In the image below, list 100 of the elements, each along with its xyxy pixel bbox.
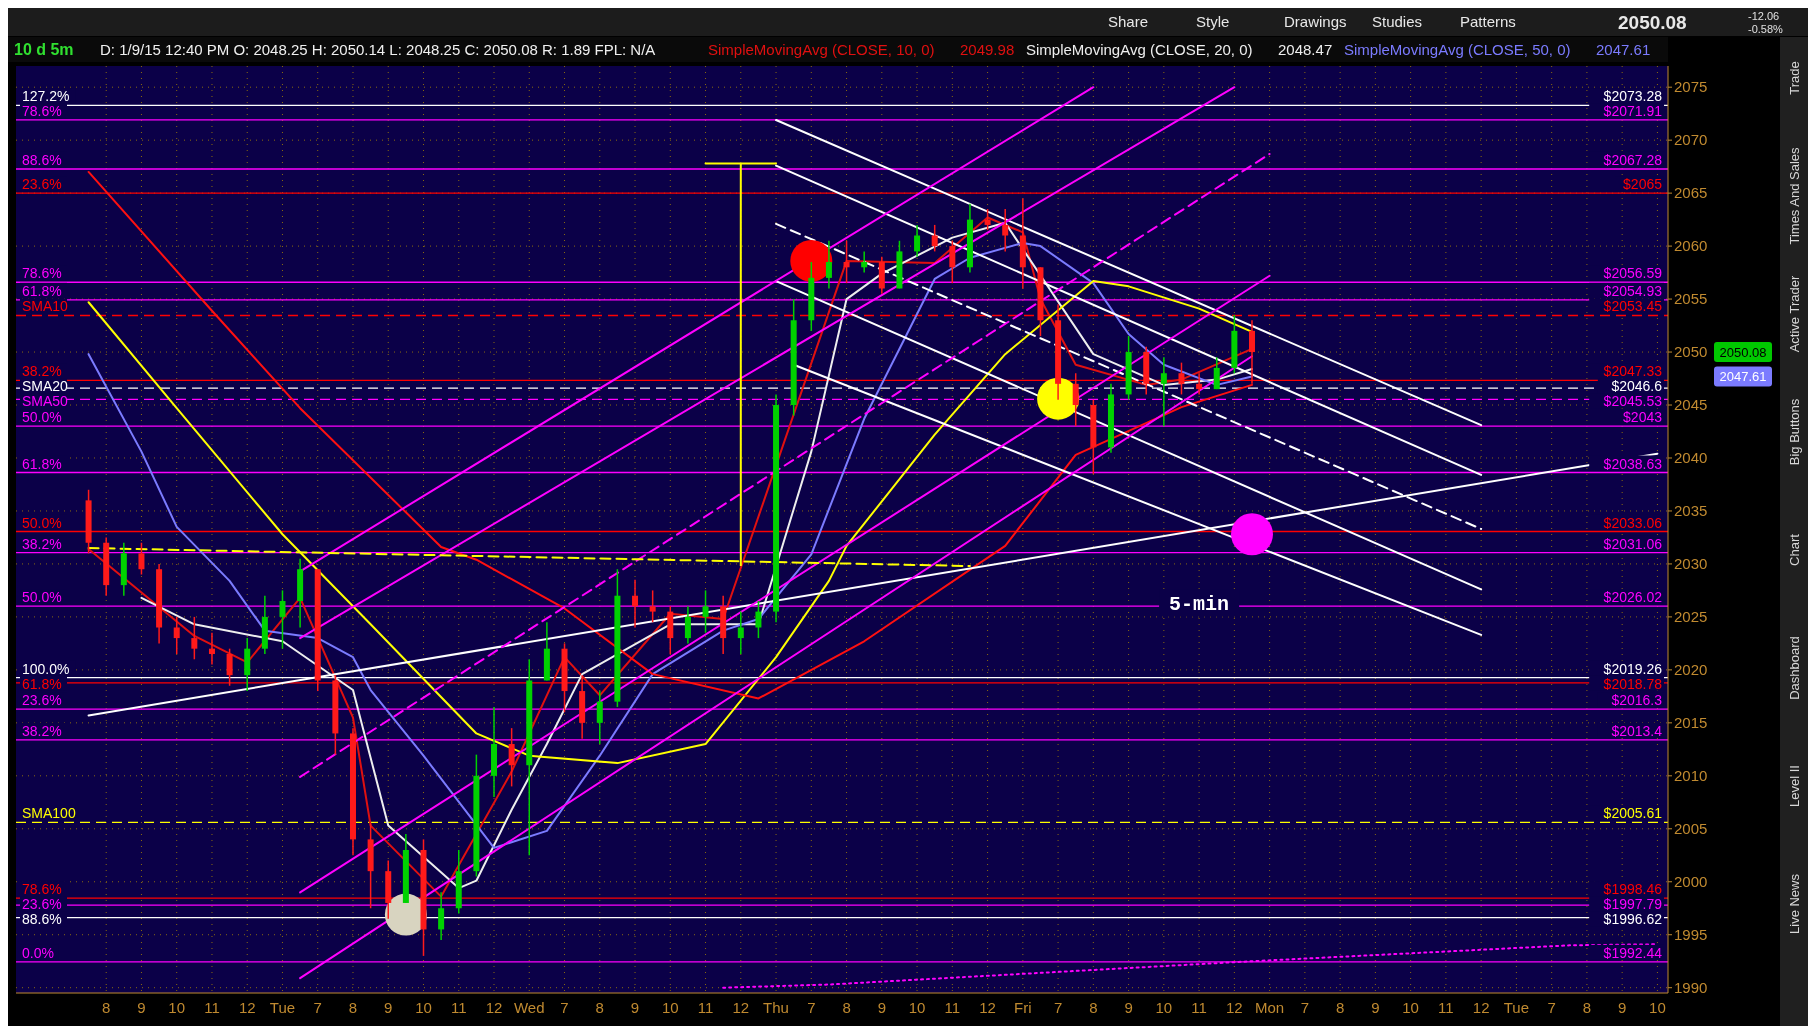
x-tick-label: 11: [450, 999, 467, 1016]
text: SimpleMovingAvg (CLOSE, 20, 0): [1026, 41, 1253, 58]
x-tick-label: 10: [1649, 999, 1666, 1016]
text: -0.58%: [1748, 23, 1784, 35]
text: Times And Sales: [1787, 146, 1802, 245]
x-tick-label: 9: [1124, 999, 1133, 1016]
x-tick-label: 10: [1402, 999, 1419, 1016]
candlestick: [755, 600, 762, 639]
x-tick-label: 11: [697, 999, 714, 1016]
annotation: 23.6%: [22, 176, 62, 193]
candlestick: [1002, 208, 1009, 253]
candlestick: [984, 208, 991, 231]
ref-line-label: $1998.46: [1603, 881, 1663, 898]
annotation: SMA20: [22, 378, 69, 395]
y-tick-label: 2055: [1674, 290, 1708, 308]
ref-line-label: $2033.06: [1603, 514, 1663, 531]
x-tick-label: 9: [1371, 999, 1380, 1016]
x-tick-label: 11: [204, 999, 220, 1016]
candlestick: [949, 240, 956, 284]
candlestick: [1072, 372, 1079, 427]
annotation: SMA100: [22, 805, 76, 822]
ref-line-label: $1992.44: [1603, 944, 1663, 961]
chart-subtitle: D: 1/9/15 12:40 PM O: 2048.25 H: 2050.14 L: 2048.25 C: 2050.08 R: 1.89 FPL: N/A: [100, 41, 656, 58]
annotation: 78.6%: [22, 103, 62, 120]
x-tick-label: 7: [1300, 999, 1310, 1016]
candlestick: [208, 632, 215, 666]
annotation: 50.0%: [22, 514, 62, 531]
annotation: 100.0%: [22, 660, 70, 677]
x-tick-label: 10: [661, 999, 679, 1016]
ref-line-label: $2019.26: [1603, 660, 1663, 677]
annotation: 50.0%: [22, 409, 62, 426]
candlestick: [931, 224, 938, 253]
y-tick-label: 2000: [1674, 872, 1708, 890]
x-tick-label: 11: [1191, 999, 1207, 1016]
x-tick-label: 12: [238, 999, 256, 1016]
x-tick-label: 11: [1438, 999, 1454, 1016]
ref-line-label: $2005.61: [1603, 805, 1663, 822]
annotation: 23.6%: [22, 896, 62, 913]
text: Level II: [1787, 765, 1802, 807]
annotation: 61.8%: [22, 675, 62, 692]
candlestick: [843, 240, 850, 284]
x-tick-label: 11: [944, 999, 961, 1016]
text: Trade: [1787, 61, 1802, 95]
y-tick-label: 2025: [1674, 607, 1708, 625]
y-tick-label: 2020: [1674, 660, 1708, 678]
line-series: [87, 280, 1253, 765]
x-tick-label: 10: [908, 999, 926, 1016]
y-tick-label: 2035: [1674, 501, 1708, 519]
annotation: SMA50: [22, 393, 69, 410]
annotation: 50.0%: [22, 589, 62, 606]
ref-line-label: $2065: [1623, 176, 1663, 193]
x-tick-label: 9: [384, 999, 393, 1016]
ref-line-label: $2046.6: [1611, 378, 1663, 395]
candlestick: [279, 589, 286, 650]
ref-line-label: $2067.28: [1603, 151, 1663, 168]
x-tick-label: 8: [102, 999, 111, 1016]
text: Big Buttons: [1787, 398, 1802, 466]
candlestick: [1196, 372, 1203, 396]
candlestick: [508, 727, 515, 788]
text: Patterns: [1460, 13, 1516, 30]
y-tick-label: 2030: [1674, 554, 1708, 572]
text: 2049.98: [960, 41, 1015, 58]
x-tick-label: 9: [630, 999, 640, 1016]
annotation: 61.8%: [22, 282, 62, 299]
ref-line-label: $1996.62: [1603, 911, 1663, 928]
line-series: [87, 170, 1253, 700]
candlestick: [684, 605, 691, 645]
point: [1230, 513, 1273, 556]
candlestick: [914, 224, 921, 258]
ref-line-label: $2018.78: [1603, 675, 1663, 692]
text: Dashboard: [1787, 636, 1802, 700]
text: Active Trader: [1787, 275, 1802, 353]
candlestick: [825, 240, 832, 290]
ref-line-label: $2016.3: [1611, 692, 1663, 709]
text: 2047.61: [1596, 41, 1651, 58]
ref-line-label: $2053.45: [1603, 298, 1663, 315]
ref-line-label: $2026.02: [1603, 589, 1663, 606]
annotation: 0.0%: [22, 944, 54, 961]
x-tick-label: 10: [1155, 999, 1173, 1016]
x-tick-label: 7: [1547, 999, 1556, 1016]
x-tick-label: 10: [168, 999, 186, 1016]
ref-line-label: $2045.53: [1603, 393, 1663, 410]
text: 2050.08: [1719, 345, 1767, 361]
x-tick-label: Tue: [269, 999, 296, 1016]
text: 2048.47: [1278, 41, 1333, 58]
point: [790, 239, 833, 282]
x-tick-label: 8: [1335, 999, 1345, 1016]
candlestick: [1213, 356, 1220, 390]
x-tick-label: 8: [1089, 999, 1098, 1016]
candlestick: [649, 589, 656, 623]
x-tick-label: 8: [1582, 999, 1592, 1016]
candlestick: [138, 541, 145, 576]
text: Studies: [1372, 13, 1423, 30]
ref-line-label: $2031.06: [1603, 535, 1663, 552]
y-tick-label: 2005: [1674, 819, 1708, 837]
annotation: 78.6%: [22, 881, 62, 898]
candlestick: [596, 690, 603, 745]
ref-line-label: $2013.4: [1611, 722, 1663, 739]
x-tick-label: 8: [842, 999, 851, 1016]
y-tick-label: 2015: [1674, 713, 1708, 731]
